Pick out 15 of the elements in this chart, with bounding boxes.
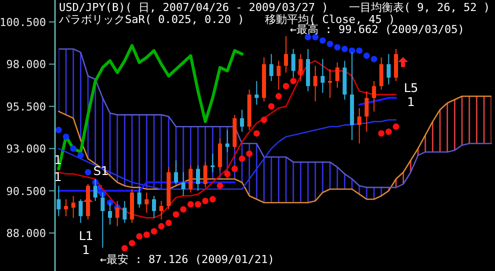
y-tick-label: 100.500 [0,16,46,29]
y-tick-label: 90.500 [6,184,46,198]
annotation: L5 [404,81,418,95]
annotation: L1 [78,229,94,243]
annotation: 1 [407,95,415,109]
annotation: ←最高 : 99.662 (2009/03/05) [290,23,464,36]
y-tick-label: 93.000 [6,142,46,156]
annotation: ←最安 : 87.126 (2009/01/21) [100,253,274,266]
y-tick-label: 95.500 [6,100,46,114]
y-tick-label: 88.000 [6,227,46,240]
y-tick-label: 98.000 [6,58,46,72]
text: パラボリックSaR( 0.025, 0.20 ) 移動平均( Close, 45 ) [59,13,396,26]
annotation: 1 [82,243,90,257]
annotation: 1 [54,170,62,184]
chart-title: USD/JPY(B)( 日, 2007/04/26 - 2009/03/27 ) 一目均衡表( 9, 26, 52 ) [59,1,490,14]
